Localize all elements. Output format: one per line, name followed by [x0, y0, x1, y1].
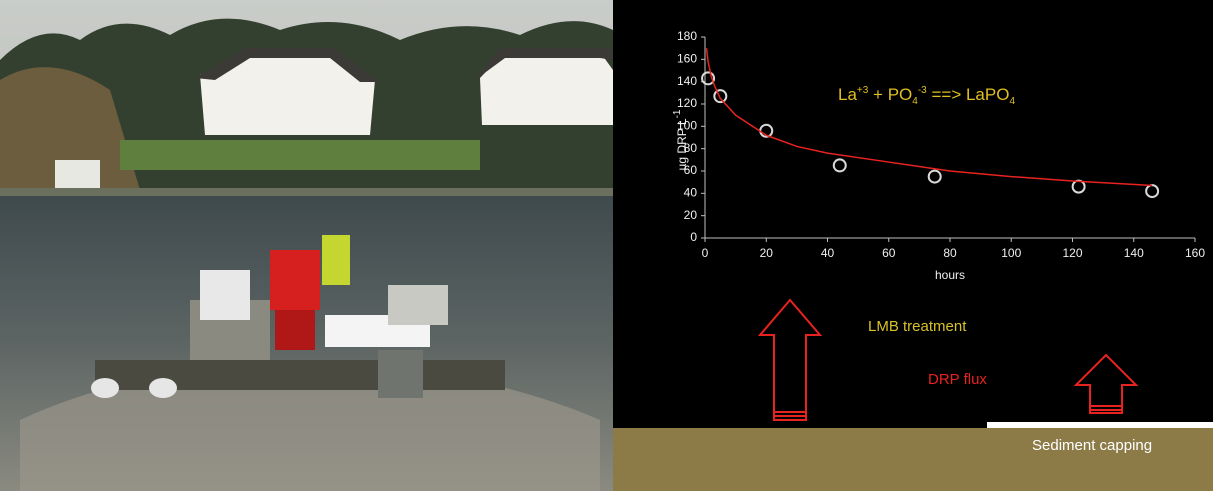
cap-layer	[987, 422, 1213, 428]
y-tick-label: 80	[684, 141, 698, 155]
photo	[0, 0, 613, 491]
y-tick-label: 20	[684, 208, 698, 222]
x-tick-label: 160	[1185, 246, 1205, 260]
point	[927, 169, 942, 184]
x-tick-label: 140	[1124, 246, 1144, 260]
text-part: + PO	[868, 85, 912, 104]
fit-line	[705, 48, 1153, 187]
x-tick-label: 80	[943, 246, 957, 260]
y-tick-label: 140	[677, 74, 697, 88]
x-axis-label: hours	[935, 268, 965, 282]
annotation: DRP flux	[928, 371, 987, 388]
point	[701, 71, 716, 86]
text-part: ==> LaPO	[927, 85, 1010, 104]
x-tick-label: 100	[1001, 246, 1021, 260]
y-tick-label: 0	[690, 230, 697, 244]
y-tick-label: 120	[677, 96, 697, 110]
x-tick-label: 120	[1062, 246, 1082, 260]
x-tick-label: 0	[702, 246, 709, 260]
y-tick-label: 160	[677, 52, 697, 66]
text-part: -1	[672, 109, 683, 118]
annotation: Sediment capping	[1032, 437, 1152, 454]
x-tick-label: 20	[760, 246, 774, 260]
text-part: +3	[857, 85, 869, 96]
x-tick-label: 40	[821, 246, 835, 260]
y-axis-label: µg DRP L-1	[672, 109, 689, 170]
y-tick-label: 60	[684, 163, 698, 177]
flux-arrows	[757, 298, 1139, 421]
y-tick-label: 180	[677, 29, 697, 43]
y-tick-label: 100	[677, 119, 697, 133]
x-tick-label: 60	[882, 246, 896, 260]
y-tick-label: 40	[684, 186, 698, 200]
sediment	[613, 428, 1213, 491]
point	[832, 158, 847, 173]
text-part: 4	[1009, 96, 1015, 107]
text-part: -3	[918, 85, 927, 96]
formula: La+3 + PO4-3 ==> LaPO4	[838, 85, 1015, 107]
text-part: La	[838, 85, 857, 104]
point	[713, 89, 728, 104]
text-part: 4	[912, 96, 918, 107]
annotation: LMB treatment	[868, 318, 967, 335]
text-part: µg DRP L	[675, 118, 689, 170]
point	[1071, 179, 1086, 194]
